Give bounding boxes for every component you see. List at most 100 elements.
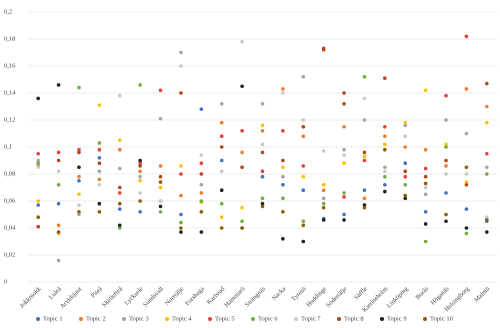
point (423, 174, 428, 179)
x-tick-label: Linköping (386, 285, 411, 310)
point (383, 76, 387, 80)
point (97, 201, 102, 206)
legend-label: Topic 6 (258, 315, 278, 322)
point (97, 183, 102, 187)
point (219, 169, 224, 174)
point (403, 193, 408, 198)
point (138, 158, 142, 163)
legend-label: Topic 10 (430, 315, 453, 322)
point (179, 220, 183, 225)
point (97, 147, 102, 152)
point (342, 91, 346, 95)
point (260, 150, 265, 155)
point (179, 164, 183, 168)
point (362, 96, 367, 101)
legend-label: Topic 3 (129, 315, 149, 322)
point (117, 166, 122, 171)
x-tick-label: Södertälje (325, 285, 349, 309)
point (36, 215, 40, 219)
point (97, 161, 102, 165)
point (383, 174, 387, 179)
point (485, 81, 489, 86)
point (56, 201, 61, 206)
x-tick-label: Piteå (90, 285, 104, 299)
legend-marker (165, 317, 169, 321)
point (444, 158, 448, 163)
legend-marker (36, 317, 40, 321)
point (301, 164, 306, 168)
point (321, 218, 326, 222)
point (281, 165, 285, 170)
point (260, 102, 265, 106)
point (383, 183, 387, 187)
point (403, 123, 408, 128)
point (117, 207, 122, 211)
point (321, 205, 326, 210)
point (383, 169, 387, 174)
point (138, 83, 142, 87)
point (240, 129, 244, 133)
point (240, 205, 244, 210)
point (219, 226, 224, 230)
point (464, 231, 469, 236)
legend-marker (337, 317, 341, 321)
point (342, 212, 346, 217)
x-tick-label: Forshaga (184, 285, 206, 307)
point (97, 103, 102, 107)
point (158, 88, 163, 93)
point (342, 191, 346, 195)
point (199, 161, 204, 165)
point (383, 189, 387, 194)
point (444, 212, 448, 217)
point (301, 75, 306, 79)
legend-label: Topic 7 (301, 315, 321, 322)
point (199, 183, 204, 187)
y-tick-label: 0,1 (4, 143, 12, 150)
point (423, 239, 428, 244)
legend-marker (208, 317, 212, 321)
legend-marker (122, 317, 126, 321)
point (179, 64, 183, 68)
point (158, 116, 163, 121)
point (219, 201, 224, 206)
legend-marker (79, 317, 83, 321)
point (36, 203, 40, 207)
point (117, 201, 122, 206)
point (117, 223, 122, 228)
point (403, 169, 408, 174)
point (383, 134, 387, 138)
point (219, 134, 224, 138)
point (179, 50, 183, 55)
point (219, 158, 224, 163)
point (444, 191, 448, 195)
point (138, 178, 142, 183)
x-tick-label: Säffle (353, 285, 369, 301)
point (219, 188, 224, 192)
point (362, 203, 367, 207)
legend-label: Topic 2 (86, 315, 106, 322)
point (36, 151, 40, 156)
point (423, 192, 428, 197)
point (260, 174, 265, 179)
point (383, 142, 387, 147)
point (240, 84, 244, 89)
point (485, 218, 489, 222)
x-tick-label: Luleå (48, 285, 63, 300)
point (342, 218, 346, 222)
point (240, 226, 244, 230)
point (403, 134, 408, 138)
point (485, 120, 489, 125)
legend-label: Topic 9 (387, 315, 407, 322)
point (117, 138, 122, 143)
point (199, 210, 204, 214)
point (219, 120, 224, 125)
point (179, 230, 183, 234)
point (444, 145, 448, 149)
point (56, 230, 61, 234)
point (403, 174, 408, 179)
point (444, 172, 448, 176)
point (199, 199, 204, 203)
x-tick-label: Strängnäs (244, 285, 267, 308)
y-tick-label: 0,04 (4, 224, 16, 231)
